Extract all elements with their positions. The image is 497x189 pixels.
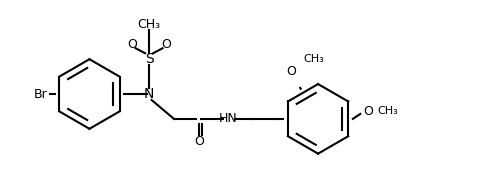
Text: CH₃: CH₃: [138, 18, 161, 31]
Text: CH₃: CH₃: [303, 54, 324, 64]
Text: O: O: [162, 38, 171, 51]
Text: HN: HN: [219, 112, 238, 125]
Text: CH₃: CH₃: [378, 106, 399, 116]
Text: Br: Br: [33, 88, 47, 101]
Text: O: O: [127, 38, 137, 51]
Text: N: N: [144, 87, 154, 101]
Text: O: O: [363, 105, 373, 118]
Text: O: O: [286, 65, 296, 78]
Text: O: O: [194, 135, 204, 148]
Text: S: S: [145, 52, 154, 66]
